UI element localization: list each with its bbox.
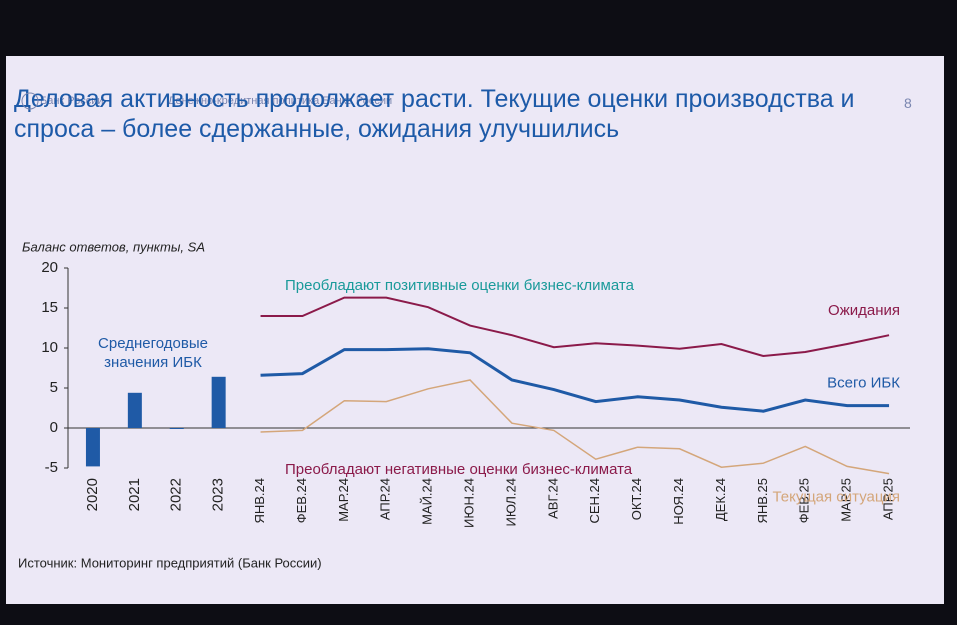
logo: Банк России [40, 95, 104, 107]
y-tick-label: 15 [41, 299, 58, 316]
x-tick-label: АПР.25 [880, 478, 895, 520]
x-tick-label: МАЙ.24 [420, 478, 435, 525]
bar [127, 392, 142, 428]
bar [169, 428, 184, 429]
annotation: Преобладают позитивные оценки бизнес-кли… [285, 277, 635, 294]
series-label: Ожидания [828, 302, 900, 319]
slide-title: Деловая активность продолжает расти. Тек… [14, 85, 855, 143]
x-tick-label: АВГ.24 [545, 478, 560, 519]
x-tick-label: ИЮН.24 [461, 478, 476, 528]
x-tick-label: ДЕК.24 [713, 478, 728, 521]
x-tick-label: ОКТ.24 [629, 478, 644, 520]
y-tick-label: 20 [41, 259, 58, 276]
x-tick-label: 2020 [84, 478, 101, 511]
x-tick-label: ФЕВ.24 [294, 478, 309, 523]
series-label: Всего ИБК [827, 375, 900, 392]
bar [211, 376, 226, 428]
line [260, 347, 890, 413]
page-number: 8 [904, 95, 912, 111]
x-tick-label: ИЮЛ.24 [503, 478, 518, 527]
x-tick-label: ЯНВ.24 [252, 478, 267, 524]
x-tick-label: ФЕВ.25 [797, 478, 812, 523]
x-tick-label: АПР.24 [378, 478, 393, 520]
x-tick-label: НОЯ.24 [671, 478, 686, 525]
x-tick-label: ЯНВ.25 [755, 478, 770, 524]
y-tick-label: 0 [50, 419, 58, 436]
x-tick-label: 2022 [168, 478, 185, 511]
bar-series-label: Среднегодовые значения ИБК [98, 335, 208, 371]
series-label: Текущая ситуация [772, 489, 900, 506]
logo-icon [21, 92, 39, 110]
y-tick-label: -5 [45, 459, 58, 476]
slide [6, 56, 944, 604]
x-tick-label: МАР.24 [336, 478, 351, 522]
x-tick-label: 2021 [126, 478, 143, 511]
line [260, 379, 890, 475]
y-tick-label: 10 [41, 339, 58, 356]
y-axis-label: Баланс ответов, пункты, SA [22, 239, 205, 254]
source: Источник: Мониторинг предприятий (Банк Р… [18, 555, 322, 570]
annotation: Преобладают негативные оценки бизнес-кли… [285, 461, 633, 478]
section: Денежно-кредитная политика Банка России [168, 95, 393, 107]
x-tick-label: СЕН.24 [587, 478, 602, 524]
line [260, 296, 890, 358]
x-tick-label: 2023 [210, 478, 227, 511]
bar [85, 428, 100, 467]
x-tick-label: МАР.25 [839, 478, 854, 522]
y-tick-label: 5 [50, 379, 58, 396]
